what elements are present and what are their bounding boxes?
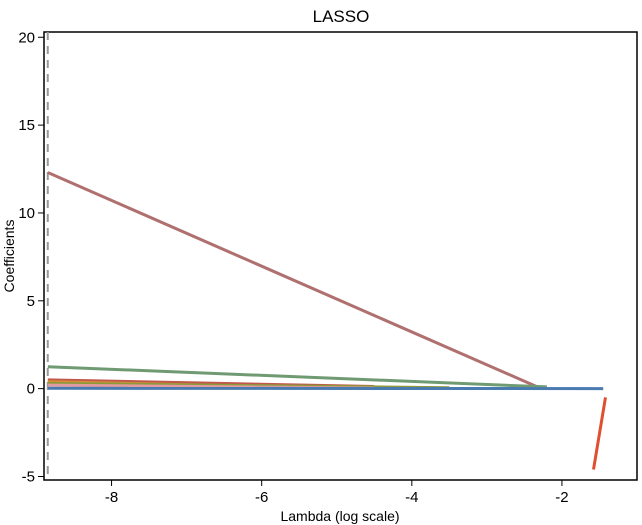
x-tick-label: -2 bbox=[555, 489, 568, 506]
y-tick-label: 5 bbox=[27, 293, 35, 310]
coefficient-path-8 bbox=[592, 397, 607, 470]
y-tick-label: 20 bbox=[18, 29, 35, 46]
coefficient-path-1 bbox=[47, 171, 541, 390]
y-tick-label: -5 bbox=[22, 468, 35, 485]
y-axis-label: Coefficients bbox=[1, 220, 17, 293]
x-axis-label: Lambda (log scale) bbox=[280, 508, 399, 524]
y-tick-label: 0 bbox=[27, 381, 35, 398]
plot-frame bbox=[43, 31, 638, 481]
coefficient-path-2 bbox=[47, 365, 547, 389]
x-tick-label: -6 bbox=[255, 489, 268, 506]
chart-title: LASSO bbox=[313, 7, 370, 26]
y-tick-label: 15 bbox=[18, 117, 35, 134]
x-tick-label: -4 bbox=[405, 489, 418, 506]
x-tick-label: -8 bbox=[105, 489, 118, 506]
y-tick-label: 10 bbox=[18, 205, 35, 222]
